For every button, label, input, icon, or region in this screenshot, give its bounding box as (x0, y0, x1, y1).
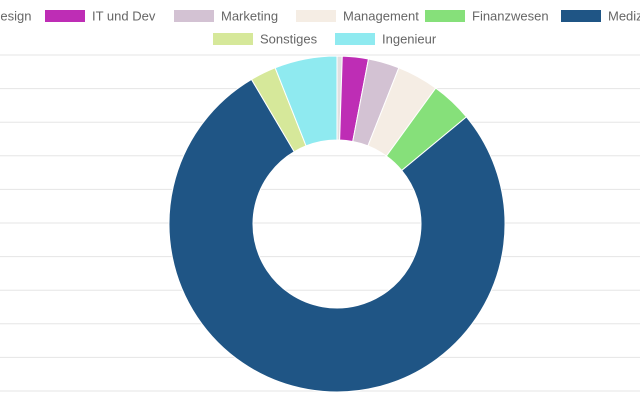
slice-ingenieur[interactable] (274, 55, 338, 147)
legend-swatch (174, 10, 214, 22)
legend-swatch (213, 33, 253, 45)
legend-swatch (296, 10, 336, 22)
legend-label: Ingenieur (382, 32, 437, 47)
legend-item-marketing[interactable]: Marketing (174, 9, 278, 24)
legend-label: IT und Dev (92, 9, 156, 24)
legend-label: Design (0, 9, 31, 24)
legend-swatch (425, 10, 465, 22)
slice-medizin-u[interactable] (168, 78, 506, 393)
legend-item-it-und-dev[interactable]: IT und Dev (45, 9, 156, 24)
legend-label: Medizin u (608, 9, 640, 24)
legend-item-management[interactable]: Management (296, 9, 419, 24)
doughnut-slices (168, 55, 506, 393)
chart-legend: Design IT und Dev Marketing Management Finan… (0, 9, 640, 47)
legend-item-sonstiges[interactable]: Sonstiges (213, 32, 318, 47)
legend-label: Marketing (221, 9, 278, 24)
legend-item-finanzwesen[interactable]: Finanzwesen (425, 9, 549, 24)
legend-item-design[interactable]: Design (0, 9, 31, 24)
legend-label: Sonstiges (260, 32, 318, 47)
legend-item-medizin-u[interactable]: Medizin u (561, 9, 640, 24)
legend-swatch (45, 10, 85, 22)
legend-item-ingenieur[interactable]: Ingenieur (335, 32, 437, 47)
legend-swatch (335, 33, 375, 45)
legend-label: Management (343, 9, 419, 24)
legend-label: Finanzwesen (472, 9, 549, 24)
legend-swatch (561, 10, 601, 22)
